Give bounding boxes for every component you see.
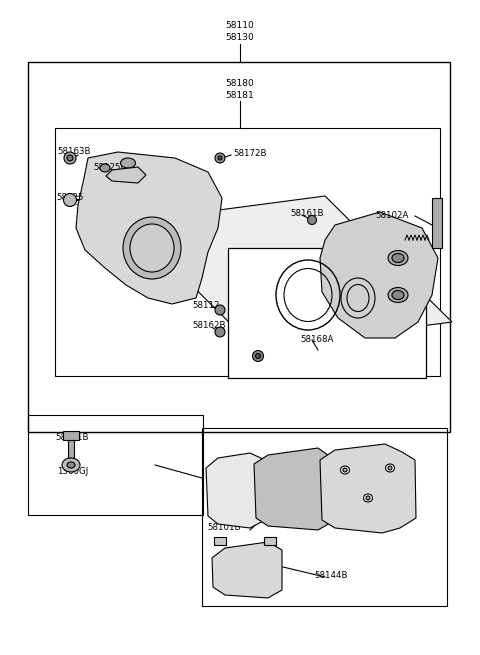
Ellipse shape [255, 354, 261, 358]
Text: 58163B: 58163B [57, 147, 91, 157]
Text: 58130: 58130 [226, 33, 254, 41]
Bar [264, 537, 276, 545]
Text: 1360GJ: 1360GJ [57, 468, 88, 476]
Text: 58180: 58180 [226, 79, 254, 88]
Ellipse shape [340, 466, 349, 474]
Ellipse shape [215, 305, 225, 315]
Polygon shape [212, 542, 282, 598]
Text: 58162B: 58162B [192, 322, 226, 331]
Text: 58181: 58181 [226, 90, 254, 100]
Polygon shape [320, 212, 438, 338]
Ellipse shape [392, 291, 404, 299]
Polygon shape [128, 196, 452, 348]
Text: 58112: 58112 [192, 301, 219, 310]
Ellipse shape [67, 462, 75, 468]
Bar [214, 537, 226, 545]
Ellipse shape [366, 496, 370, 500]
Text: 58144B: 58144B [377, 481, 410, 489]
Ellipse shape [62, 458, 80, 472]
Ellipse shape [120, 158, 135, 168]
Ellipse shape [252, 350, 264, 362]
Text: 58161B: 58161B [290, 208, 324, 217]
Text: 58151B: 58151B [55, 434, 88, 443]
Text: 58110: 58110 [226, 20, 254, 29]
Bar [55, 128, 440, 376]
Ellipse shape [388, 288, 408, 303]
Bar [28, 415, 203, 515]
Text: 58101B: 58101B [207, 523, 240, 533]
Bar [28, 62, 450, 432]
Ellipse shape [67, 155, 73, 161]
Polygon shape [106, 167, 146, 183]
Ellipse shape [385, 464, 395, 472]
Ellipse shape [388, 250, 408, 265]
Bar [228, 248, 426, 378]
Ellipse shape [218, 156, 222, 160]
Text: 58144B: 58144B [314, 572, 348, 580]
Ellipse shape [392, 253, 404, 263]
Ellipse shape [63, 193, 76, 206]
Bar [432, 198, 442, 248]
Bar [202, 428, 447, 606]
Ellipse shape [64, 152, 76, 164]
Text: 58125F: 58125F [93, 164, 125, 172]
Polygon shape [76, 152, 222, 304]
Polygon shape [254, 448, 332, 530]
Text: 58102A: 58102A [375, 210, 408, 219]
Polygon shape [206, 453, 265, 528]
Ellipse shape [130, 224, 174, 272]
Bar [68, 440, 74, 458]
Polygon shape [320, 444, 416, 533]
Text: 58168A: 58168A [300, 335, 334, 343]
Ellipse shape [308, 215, 316, 225]
Text: 58125: 58125 [56, 193, 84, 202]
Ellipse shape [363, 494, 372, 502]
Ellipse shape [215, 327, 225, 337]
Ellipse shape [388, 466, 392, 470]
Ellipse shape [215, 153, 225, 163]
Ellipse shape [123, 217, 181, 279]
Ellipse shape [343, 468, 347, 472]
Bar [63, 431, 79, 440]
Text: 58172B: 58172B [233, 149, 266, 157]
Ellipse shape [100, 164, 110, 172]
